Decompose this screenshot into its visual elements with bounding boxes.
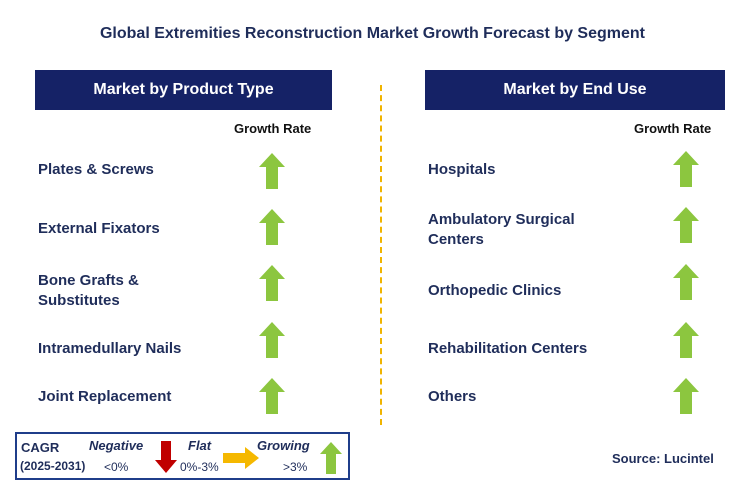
right-growth-rate-label: Growth Rate (634, 121, 712, 136)
left-item-plates-screws: Plates & Screws (38, 161, 154, 178)
right-item-orthopedic-clinics: Orthopedic Clinics (428, 282, 562, 299)
left-item-external-fixators: External Fixators (38, 220, 160, 237)
legend-period: (2025-2031) (20, 459, 86, 473)
negative-arrow-icon (155, 441, 177, 473)
left-item-intramedullary-nails: Intramedullary Nails (38, 340, 182, 357)
end-use-header: Market by End Use (425, 70, 725, 110)
growing-arrow-icon (259, 209, 285, 245)
right-item-ambulatory-surgical-centers: Ambulatory Surgical Centers (428, 211, 575, 248)
growing-arrow-icon (673, 207, 699, 243)
legend-growing-label: Growing (257, 438, 310, 453)
growing-arrow-icon (673, 322, 699, 358)
legend-negative-range: <0% (104, 460, 129, 474)
flat-arrow-icon (223, 447, 259, 469)
source-label: Source: Lucintel (612, 451, 714, 466)
growing-arrow-icon (320, 442, 342, 474)
growing-arrow-icon (259, 153, 285, 189)
growing-arrow-icon (259, 265, 285, 301)
cagr-legend (15, 432, 350, 480)
growing-arrow-icon (259, 322, 285, 358)
right-item-rehabilitation-centers: Rehabilitation Centers (428, 340, 588, 357)
left-item-joint-replacement: Joint Replacement (38, 388, 172, 405)
left-item-bone-grafts: Bone Grafts & Substitutes (38, 272, 139, 309)
growing-arrow-icon (673, 264, 699, 300)
left-growth-rate-label: Growth Rate (234, 121, 312, 136)
panel-divider (380, 85, 382, 425)
legend-cagr-label: CAGR (21, 440, 60, 455)
legend-flat-label: Flat (188, 438, 212, 453)
legend-flat-range: 0%-3% (180, 460, 219, 474)
growing-arrow-icon (673, 378, 699, 414)
chart-title: Global Extremities Reconstruction Market… (99, 25, 645, 42)
growing-arrow-icon (673, 151, 699, 187)
growing-arrow-icon (259, 378, 285, 414)
legend-negative-label: Negative (89, 438, 144, 453)
right-item-others: Others (428, 388, 477, 405)
legend-growing-range: >3% (283, 460, 308, 474)
right-item-hospitals: Hospitals (428, 161, 496, 178)
product-type-header: Market by Product Type (35, 70, 332, 110)
